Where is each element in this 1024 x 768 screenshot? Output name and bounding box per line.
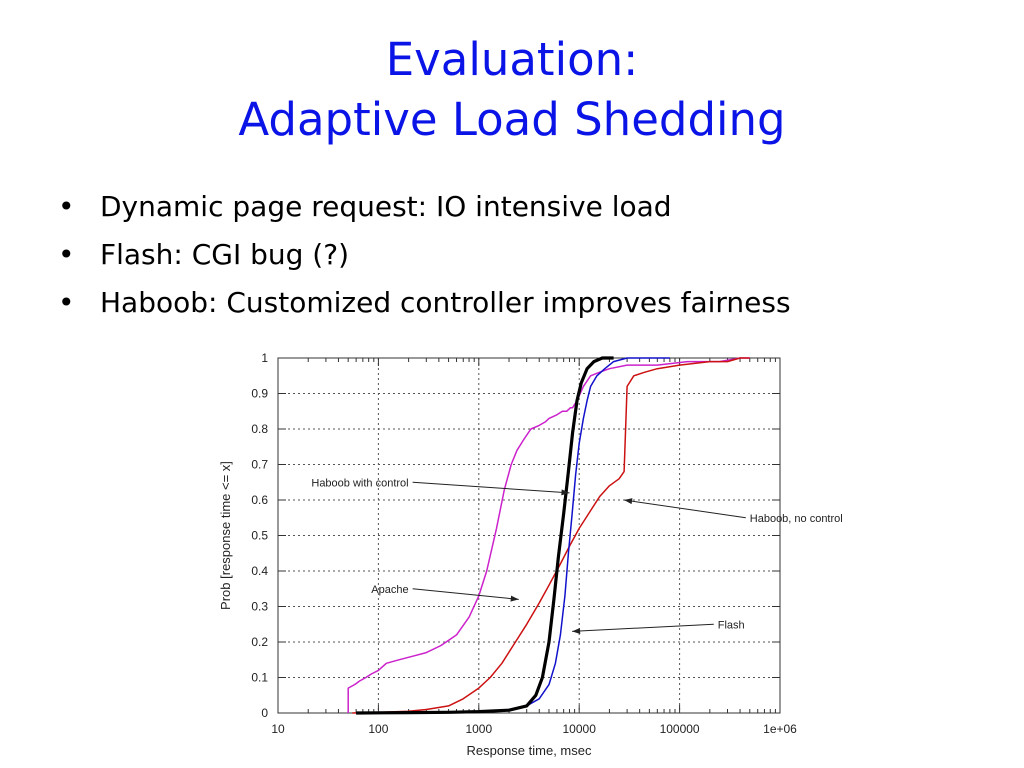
x-tick-label: 1000 bbox=[465, 722, 492, 736]
y-axis-label: Prob [response time <= x] bbox=[218, 461, 233, 610]
annotation-label: Flash bbox=[718, 619, 745, 631]
y-tick-label: 0.2 bbox=[251, 635, 268, 649]
slide-title-line-2: Adaptive Load Shedding bbox=[238, 93, 786, 146]
annotation-arrow-line bbox=[412, 481, 570, 494]
bullet-text: Flash: CGI bug (?) bbox=[100, 238, 350, 271]
annotation-arrow-head bbox=[624, 498, 633, 505]
bullet-item: • Dynamic page request: IO intensive load bbox=[56, 185, 791, 233]
y-tick-label: 0.9 bbox=[251, 387, 268, 401]
slide-title-line-1: Evaluation: bbox=[385, 33, 639, 86]
annotation-arrow-head bbox=[572, 627, 581, 634]
annotation-arrow-line bbox=[572, 623, 714, 632]
y-tick-label: 0.6 bbox=[251, 493, 268, 507]
x-tick-label: 1e+06 bbox=[763, 722, 797, 736]
annotation-arrow-line bbox=[412, 588, 519, 600]
series-line-haboob-no-control bbox=[352, 357, 750, 714]
bullet-text: Dynamic page request: IO intensive load bbox=[100, 190, 672, 223]
series-line-haboob-with-control bbox=[356, 356, 614, 715]
annotation-label: Haboob, no control bbox=[750, 513, 843, 525]
y-tick-label: 0.5 bbox=[251, 529, 268, 543]
annotation-label: Apache bbox=[371, 584, 408, 596]
y-tick-label: 0 bbox=[261, 706, 268, 720]
bullet-glyph: • bbox=[58, 286, 75, 319]
x-axis-label: Response time, msec bbox=[467, 743, 592, 758]
bullet-glyph: • bbox=[58, 238, 75, 271]
y-tick-label: 0.4 bbox=[251, 564, 268, 578]
y-tick-label: 0.3 bbox=[251, 600, 268, 614]
annotation-arrow-head bbox=[510, 595, 519, 602]
y-tick-label: 0.7 bbox=[251, 458, 268, 472]
x-tick-label: 100 bbox=[368, 722, 388, 736]
x-tick-label: 10 bbox=[271, 722, 285, 736]
x-tick-label: 100000 bbox=[660, 722, 700, 736]
annotation-arrow-head bbox=[561, 489, 570, 496]
annotation-arrow-line bbox=[624, 499, 746, 519]
bullet-item: • Haboob: Customized controller improves … bbox=[56, 281, 791, 329]
bullet-text: Haboob: Customized controller improves f… bbox=[100, 286, 791, 319]
bullet-item: • Flash: CGI bug (?) bbox=[56, 233, 791, 281]
plot-frame bbox=[277, 357, 781, 714]
slide-title: Evaluation: Adaptive Load Shedding bbox=[0, 30, 1024, 150]
annotation-label: Haboob with control bbox=[311, 477, 408, 489]
bullet-glyph: • bbox=[58, 190, 75, 223]
bullet-list: • Dynamic page request: IO intensive load… bbox=[56, 185, 791, 329]
y-tick-label: 1 bbox=[261, 351, 268, 365]
y-tick-label: 0.8 bbox=[251, 422, 268, 436]
x-tick-label: 10000 bbox=[563, 722, 597, 736]
y-tick-label: 0.1 bbox=[251, 671, 268, 685]
